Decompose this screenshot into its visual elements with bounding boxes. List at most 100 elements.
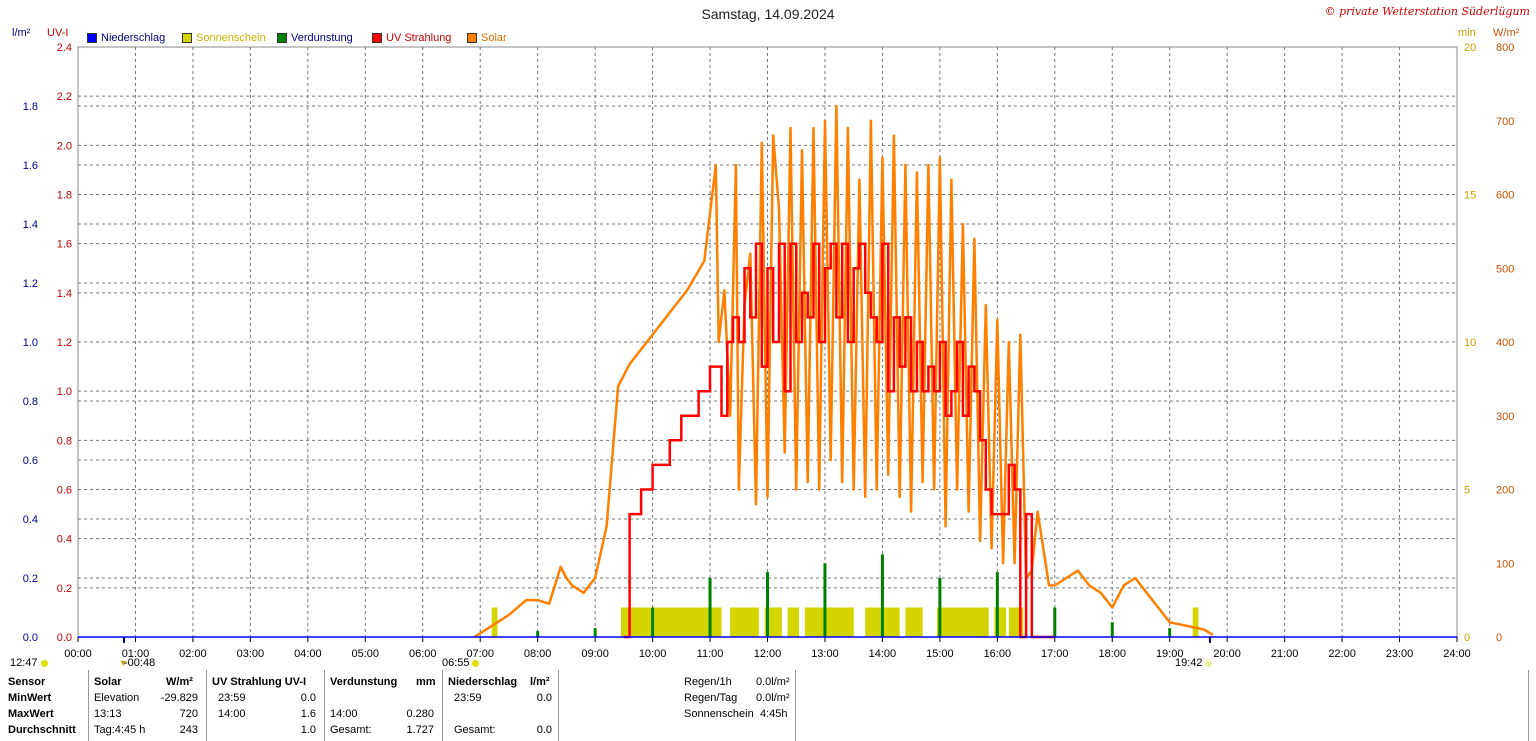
stats-uv-b: 1.0 [300, 724, 316, 736]
uv-line [623, 242, 1055, 639]
stats-nied-a: 23:59 [454, 692, 482, 704]
legend-item: UV Strahlung [372, 31, 451, 45]
extra-label-2: Sonnenschein [684, 708, 754, 720]
rain-axis-tick-label: 0.8 [23, 396, 38, 408]
solar-axis-tick-label: 200 [1496, 485, 1514, 497]
solar-line [473, 104, 1214, 639]
x-tick-label: 03:00 [237, 648, 265, 660]
sunshine-axis-tick-label: 10 [1464, 337, 1476, 349]
sunrise-icon [472, 660, 479, 667]
rain-axis-tick-label: 0.0 [23, 632, 38, 644]
sunset-label: 19:42 [1175, 657, 1203, 669]
uv-axis-tick-label: 0.8 [57, 435, 72, 447]
legend-swatch [87, 33, 97, 43]
uv-axis-tick-label: 0.2 [57, 583, 72, 595]
stats-solar-a: Tag:4:45 h [94, 724, 146, 736]
rain-axis-tick-label: 0.6 [23, 455, 38, 467]
sunshine-bar [1192, 607, 1199, 637]
axis-unit-left1: l/m² [12, 27, 31, 39]
stats-nied-b: 0.0 [536, 724, 552, 736]
sunshine-axis-tick-label: 0 [1464, 632, 1470, 644]
stats-header-uv: UV Strahlung UV-I [212, 676, 307, 688]
legend-swatch [277, 33, 287, 43]
stats-verd-a: Gesamt: [330, 724, 372, 736]
uv-axis-tick-label: 1.2 [57, 337, 72, 349]
stats-nied-b: 0.0 [536, 692, 552, 704]
stats-solar-b: 243 [179, 724, 198, 736]
rain-axis-tick-label: 1.6 [23, 160, 38, 172]
uv-axis-tick-label: 0.0 [57, 632, 72, 644]
page-title: Samstag, 14.09.2024 [701, 6, 835, 22]
x-tick-label: 07:00 [466, 648, 494, 660]
x-tick-label: 10:00 [639, 648, 667, 660]
stats-nied-a: Gesamt: [454, 724, 496, 736]
uv-axis-tick-label: 1.6 [57, 239, 72, 251]
extra-value-0: 0.0l/m² [756, 676, 790, 688]
legend-item: Solar [467, 31, 507, 45]
x-tick-label: 04:00 [294, 648, 322, 660]
sunshine-bar [804, 607, 854, 637]
x-tick-label: 20:00 [1213, 648, 1241, 660]
x-tick-label: 14:00 [869, 648, 897, 660]
sunshine-bar [787, 607, 800, 637]
x-tick-label: 12:00 [754, 648, 782, 660]
rain-axis-tick-label: 1.0 [23, 337, 38, 349]
legend-label: Solar [481, 32, 507, 44]
x-tick-label: 23:00 [1386, 648, 1414, 660]
x-tick-label: 16:00 [984, 648, 1012, 660]
sunset-icon [1205, 660, 1212, 667]
x-tick-label: 00:00 [64, 648, 92, 660]
extra-value-1: 0.0l/m² [756, 692, 790, 704]
stats-solar-b: -29.829 [160, 692, 198, 704]
x-tick-label: 18:00 [1098, 648, 1126, 660]
rain-axis-tick-label: 1.8 [23, 101, 38, 113]
stats-row-label: MinWert [8, 692, 52, 704]
x-tick-label: 13:00 [811, 648, 839, 660]
axis-unit-right2: W/m² [1493, 27, 1520, 39]
stats-row-label: MaxWert [8, 708, 54, 720]
axis-unit-left2: UV-I [47, 27, 69, 39]
sunrise-label: 06:55 [442, 657, 470, 669]
sunshine-bar [905, 607, 923, 637]
legend-label: Niederschlag [101, 32, 166, 44]
x-tick-label: 01:00 [122, 648, 150, 660]
legend-swatch [372, 33, 382, 43]
x-tick-label: 08:00 [524, 648, 552, 660]
uv-axis-tick-label: 2.2 [57, 91, 72, 103]
x-tick-label: 11:00 [697, 648, 724, 660]
sunshine-bar [491, 607, 498, 637]
x-tick-label: 22:00 [1328, 648, 1356, 660]
sunshine-axis-tick-label: 15 [1464, 190, 1476, 202]
uv-axis-tick-label: 1.0 [57, 386, 72, 398]
stats-uv-b: 1.6 [300, 708, 316, 720]
uv-axis-tick-label: 0.4 [57, 534, 72, 546]
legend-label: Sonnenschein [196, 32, 266, 44]
day-length-label: 12:47 [10, 657, 38, 669]
uv-axis-tick-label: 0.6 [57, 485, 72, 497]
x-tick-label: 17:00 [1041, 648, 1069, 660]
legend-label: UV Strahlung [386, 32, 452, 44]
sunshine-axis-tick-label: 5 [1464, 485, 1470, 497]
copyright-text: © private Wetterstation Süderlügum [1324, 5, 1530, 18]
transit-diff-label: -00:48 [124, 657, 156, 669]
sunshine-bar [730, 607, 759, 637]
stats-solar-a: Elevation [94, 692, 140, 704]
extra-label-1: Regen/Tag [684, 692, 738, 704]
legend-swatch [182, 33, 192, 43]
stats-verd-a: 14:00 [330, 708, 358, 720]
stats-row-label: Durchschnitt [8, 724, 76, 736]
extra-value-2: 4:45h [760, 708, 788, 720]
legend-swatch [467, 33, 477, 43]
stats-header-solar-unit: W/m² [166, 676, 193, 688]
uv-axis-tick-label: 1.4 [57, 288, 72, 300]
x-tick-label: 21:00 [1271, 648, 1299, 660]
sun-icon [41, 660, 48, 667]
stats-uv-a: 14:00 [218, 708, 246, 720]
sunshine-bar [937, 607, 989, 637]
stats-uv-a: 23:59 [218, 692, 246, 704]
stats-header-nied: Niederschlag [448, 676, 518, 688]
solar-axis-tick-label: 0 [1496, 632, 1502, 644]
solar-axis-tick-label: 700 [1496, 116, 1514, 128]
stats-header-solar: Solar [94, 676, 122, 688]
